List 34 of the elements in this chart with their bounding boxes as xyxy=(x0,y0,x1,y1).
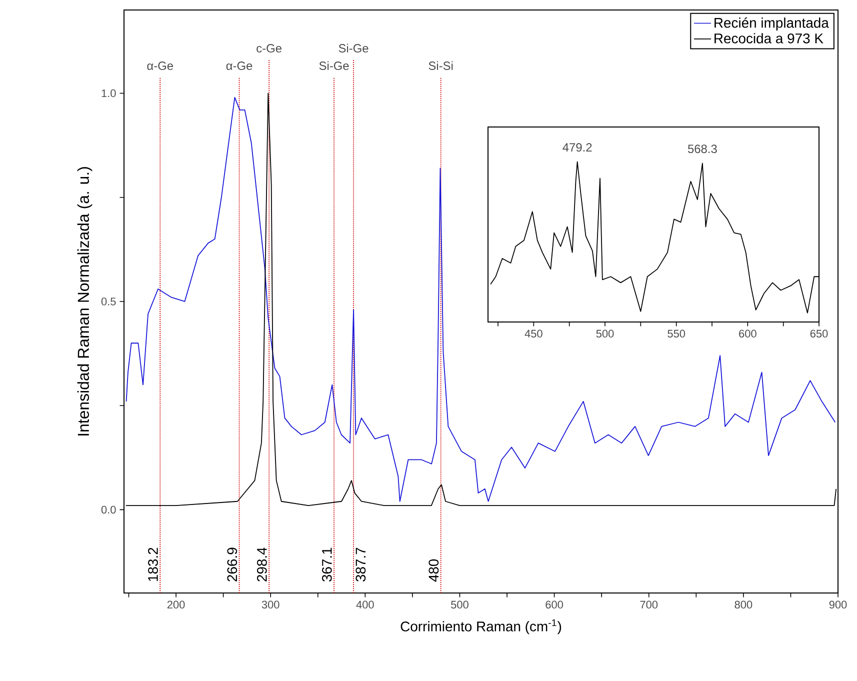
y-tick-label: 0.5 xyxy=(101,298,116,306)
ref-line-label: 387.7 xyxy=(356,548,366,582)
x-tick-label: 500 xyxy=(451,600,468,609)
ref-line-label: 367.1 xyxy=(322,548,332,582)
annotation: Si-Ge xyxy=(338,44,368,53)
x-tick-label: 200 xyxy=(167,600,185,609)
x-tick-label: 700 xyxy=(640,600,658,609)
annotation: α-Ge xyxy=(226,62,252,70)
ref-line-label: 480 xyxy=(428,559,439,582)
y-tick-label: 1.0 xyxy=(102,89,116,98)
x-tick-label: 550 xyxy=(668,330,686,338)
x-tick-label: 600 xyxy=(739,330,756,338)
x-tick-label: 650 xyxy=(810,330,828,338)
x-tick-label: 300 xyxy=(262,600,280,609)
annotation: 479.2 xyxy=(562,143,592,152)
legend-label: Recocida a 973 K xyxy=(714,33,824,44)
annotation: α-Ge xyxy=(147,62,174,70)
x-axis-title: Corrimiento Raman (cm$^{-1}$) xyxy=(400,619,562,634)
ref-line-label: 298.4 xyxy=(257,548,267,582)
x-tick-label: 400 xyxy=(356,600,374,609)
annotation: Si-Si xyxy=(428,61,453,70)
y-tick-label: 0.0 xyxy=(101,506,116,514)
ref-line-label: 266.9 xyxy=(227,548,238,582)
x-tick-label: 600 xyxy=(546,600,563,609)
x-tick-label: 450 xyxy=(524,330,542,338)
annotation: 568.3 xyxy=(688,144,717,154)
legend-label: Recién implantada xyxy=(714,17,829,31)
x-tick-label: 900 xyxy=(829,600,847,609)
x-tick-label: 800 xyxy=(734,600,752,609)
annotation: Si-Ge xyxy=(319,61,349,70)
ref-line-label: 183.2 xyxy=(148,548,158,581)
y-axis-title: Intensidad Raman Normalizada (a. u.) xyxy=(77,167,92,436)
x-tick-label: 500 xyxy=(596,330,614,338)
annotation: c-Ge xyxy=(256,44,282,53)
